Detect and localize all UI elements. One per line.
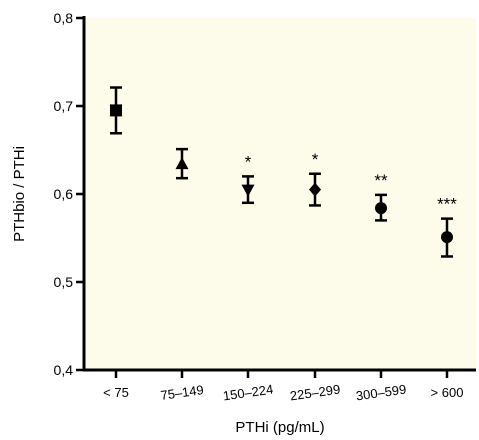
diamond-marker — [309, 182, 321, 197]
y-tick-label: 0,6 — [54, 186, 74, 202]
x-tick-label: > 600 — [431, 385, 464, 400]
y-tick-label: 0,8 — [54, 10, 74, 26]
x-tick-label: 75–149 — [160, 382, 205, 403]
y-tick-label: 0,7 — [54, 98, 74, 114]
data-point-3: * — [241, 152, 255, 205]
data-point-6: *** — [437, 195, 457, 258]
x-tick-label: 300–599 — [355, 382, 407, 404]
x-tick-label: 150–224 — [222, 382, 274, 404]
circle-marker — [441, 231, 453, 244]
x-axis-title: PTHi (pg/mL) — [235, 419, 324, 436]
y-axis-ticks: 0,4 0,5 0,6 0,7 0,8 — [54, 10, 84, 378]
significance-label: *** — [437, 195, 457, 214]
significance-label: * — [312, 150, 319, 169]
square-marker — [110, 104, 122, 117]
significance-label: ** — [374, 171, 388, 190]
y-tick-label: 0,4 — [54, 362, 74, 378]
data-point-1 — [110, 86, 122, 135]
data-point-5: ** — [374, 171, 388, 222]
plot-area — [84, 18, 476, 370]
x-axis-ticks: < 75 75–149 150–224 225–299 300–599 > 600 — [103, 370, 463, 403]
triangle-down-marker — [241, 184, 255, 197]
circle-marker — [375, 202, 387, 215]
y-axis-title: PTHbio / PTHi — [11, 146, 28, 242]
data-point-2 — [175, 147, 189, 180]
y-tick-label: 0,5 — [54, 274, 74, 290]
significance-label: * — [245, 152, 252, 171]
triangle-up-marker — [175, 157, 189, 170]
chart-marks: * ****** — [110, 86, 457, 258]
data-point-4: * — [309, 150, 321, 207]
x-tick-label: 225–299 — [289, 382, 341, 404]
x-tick-label: < 75 — [103, 385, 129, 400]
